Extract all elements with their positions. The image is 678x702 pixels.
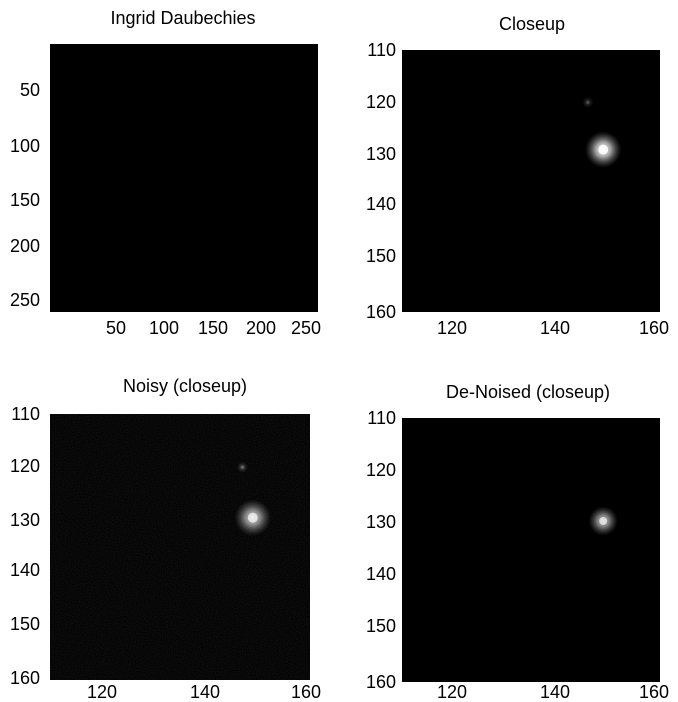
image-area (50, 44, 318, 312)
y-tick-label: 250 (10, 290, 40, 310)
y-tick-label: 120 (10, 456, 40, 476)
panel-noisy-closeup: Noisy (closeup) 110 120 130 140 150 160 … (10, 376, 321, 702)
image-area (402, 418, 660, 682)
y-tick-label: 150 (366, 616, 396, 636)
y-tick-label: 100 (10, 136, 40, 156)
panel-title: Noisy (closeup) (123, 376, 247, 396)
x-tick-label: 160 (291, 682, 321, 702)
y-tick-label: 140 (366, 564, 396, 584)
bright-spot-core (599, 517, 608, 525)
y-tick-label: 160 (366, 672, 396, 692)
x-tick-label: 120 (87, 682, 117, 702)
y-tick-label: 120 (366, 92, 396, 112)
y-tick-label: 150 (366, 246, 396, 266)
y-tick-label: 110 (11, 404, 40, 424)
y-tick-label: 130 (366, 512, 396, 532)
y-tick-label: 130 (10, 510, 40, 530)
bright-spot-core (247, 512, 258, 523)
panel-title: De-Noised (closeup) (446, 382, 610, 402)
bright-spot-core (598, 144, 609, 155)
x-tick-label: 140 (190, 682, 220, 702)
bright-spot-core (586, 100, 590, 104)
panel-title: Closeup (499, 14, 565, 34)
x-tick-label: 50 (106, 318, 126, 338)
panel-denoised-closeup: De-Noised (closeup) 110 120 130 140 150 … (366, 382, 669, 702)
y-tick-label: 160 (366, 302, 396, 322)
x-tick-label: 200 (246, 318, 276, 338)
x-tick-labels: 50 100 150 200 250 (106, 318, 321, 338)
y-tick-labels: 110 120 130 140 150 160 (366, 408, 396, 692)
y-tick-label: 150 (10, 190, 40, 210)
y-tick-label: 130 (366, 144, 396, 164)
x-tick-label: 160 (639, 682, 669, 702)
panel-closeup: Closeup 110 120 130 140 150 160 120 140 … (366, 14, 669, 338)
x-tick-label: 140 (540, 682, 570, 702)
x-tick-labels: 120 140 160 (437, 318, 669, 338)
spots-layer (234, 461, 272, 536)
y-tick-label: 110 (367, 408, 396, 428)
y-tick-label: 150 (10, 614, 40, 634)
bright-spot (236, 461, 249, 473)
x-tick-label: 100 (149, 318, 179, 338)
panel-title: Ingrid Daubechies (110, 8, 255, 28)
y-tick-label: 120 (366, 460, 396, 480)
x-tick-labels: 120 140 160 (87, 682, 321, 702)
x-tick-label: 140 (540, 318, 570, 338)
bright-spot (582, 96, 594, 109)
y-tick-label: 200 (10, 236, 40, 256)
y-tick-label: 110 (367, 40, 396, 60)
y-tick-labels: 110 120 130 140 150 160 (10, 404, 40, 688)
x-tick-label: 250 (291, 318, 321, 338)
noise-texture (50, 414, 310, 680)
x-tick-label: 120 (437, 318, 467, 338)
spots-layer (582, 96, 622, 168)
y-tick-labels: 50 100 150 200 250 (10, 80, 40, 310)
y-tick-labels: 110 120 130 140 150 160 (366, 40, 396, 322)
y-tick-label: 140 (366, 194, 396, 214)
bright-spot-core (240, 465, 244, 469)
y-tick-label: 50 (20, 80, 40, 100)
y-tick-label: 140 (10, 560, 40, 580)
spots-layer (588, 506, 618, 536)
x-tick-labels: 120 140 160 (437, 682, 669, 702)
panel-ingrid-daubechies: Ingrid Daubechies 50 100 150 200 250 50 … (10, 8, 321, 338)
x-tick-label: 120 (437, 682, 467, 702)
y-tick-label: 160 (10, 668, 40, 688)
image-area (402, 50, 660, 312)
x-tick-label: 160 (639, 318, 669, 338)
x-tick-label: 150 (198, 318, 228, 338)
